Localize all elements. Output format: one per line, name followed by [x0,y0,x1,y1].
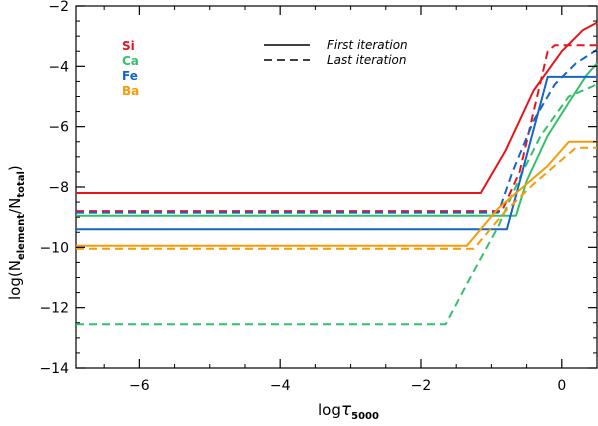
legend-entry-si: Si [122,39,135,53]
y-axis-label-main: log(N [6,260,24,300]
x-tick-label: −2 [411,378,432,394]
y-tick-label: −2 [48,0,69,15]
legend-first-iteration: First iteration [327,38,408,52]
series-line-fe-last [76,48,598,214]
y-axis-label: log(Nelement/Ntotal) [6,165,27,300]
y-tick-label: −8 [48,180,69,196]
series-line-fe-first [76,75,597,231]
series-line-si-last [76,44,597,213]
y-tick-label: −10 [39,240,69,256]
element-legend: Si Ca Fe Ba [122,39,139,98]
y-axis-label-sub1: element [16,214,27,260]
series-line-ca-last [76,83,598,326]
series-line-ca-first [76,62,598,217]
legend-last-iteration: Last iteration [327,53,407,67]
y-tick-label: −6 [48,120,69,136]
x-axis-label-main: log [318,401,341,419]
x-tick-label: 0 [557,378,566,394]
y-tick-label: −12 [39,301,69,317]
y-tick-label: −14 [39,361,69,377]
legend-entry-fe: Fe [122,69,138,83]
y-axis-label-end: ) [6,165,24,171]
y-tick-label: −4 [48,59,69,75]
series-layer [76,21,598,326]
y-axis-label-sub2: total [16,171,27,198]
x-axis-label: logτ5000 [318,400,379,422]
series-line-ba-last [76,146,597,250]
style-legend: First iteration Last iteration [264,38,408,67]
y-axis-label-mid: /N [6,198,24,214]
x-tick-label: −6 [129,378,150,394]
tick-layer: −6 −4 −2 0 −14 −12 −10 −8 −6 −4 −2 [39,0,598,394]
legend-entry-ca: Ca [122,54,139,68]
x-axis-label-sub: 5000 [351,411,379,422]
legend-entry-ba: Ba [122,84,139,98]
series-line-ba-first [76,140,597,247]
x-axis-label-tau: τ [341,400,352,420]
series-line-si-first [76,21,598,194]
x-tick-label: −4 [270,378,291,394]
